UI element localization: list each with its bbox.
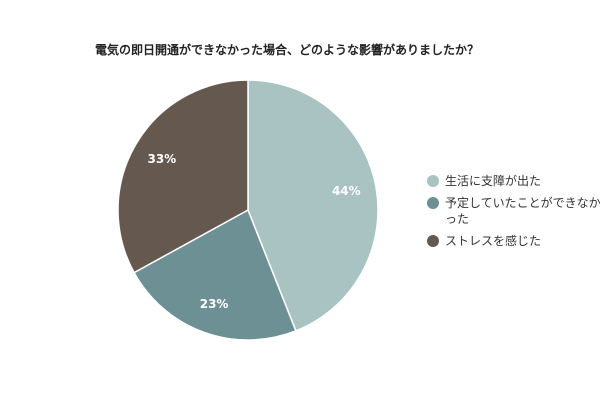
legend-marker-stress bbox=[427, 235, 439, 247]
legend-marker-life bbox=[427, 175, 439, 187]
slice-label-plans: 23% bbox=[200, 297, 229, 311]
legend-item-plans: 予定していたことができなかった bbox=[427, 195, 600, 227]
legend-marker-plans bbox=[427, 197, 439, 209]
legend-label-life: 生活に支障が出た bbox=[445, 174, 542, 188]
pie-slice-life bbox=[247, 79, 379, 332]
legend-label-plans: 予定していたことができなかった bbox=[445, 196, 600, 226]
legend-item-stress: ストレスを感じた bbox=[427, 233, 600, 249]
pie-slice-stress bbox=[117, 79, 249, 274]
pie-slice-labels: 44% 23% 33% bbox=[147, 152, 360, 311]
chart-title: 電気の即日開通ができなかった場合、どのような影響がありましたか？ bbox=[95, 43, 480, 57]
slice-label-stress: 33% bbox=[147, 152, 176, 166]
legend-label-stress: ストレスを感じた bbox=[445, 234, 542, 248]
pie-slice-plans bbox=[133, 208, 297, 341]
slice-label-life: 44% bbox=[332, 184, 361, 198]
legend-item-life: 生活に支障が出た bbox=[427, 173, 600, 189]
legend: 生活に支障が出た 予定していたことができなかった ストレスを感じた bbox=[427, 173, 600, 255]
pie-slices bbox=[117, 79, 379, 341]
